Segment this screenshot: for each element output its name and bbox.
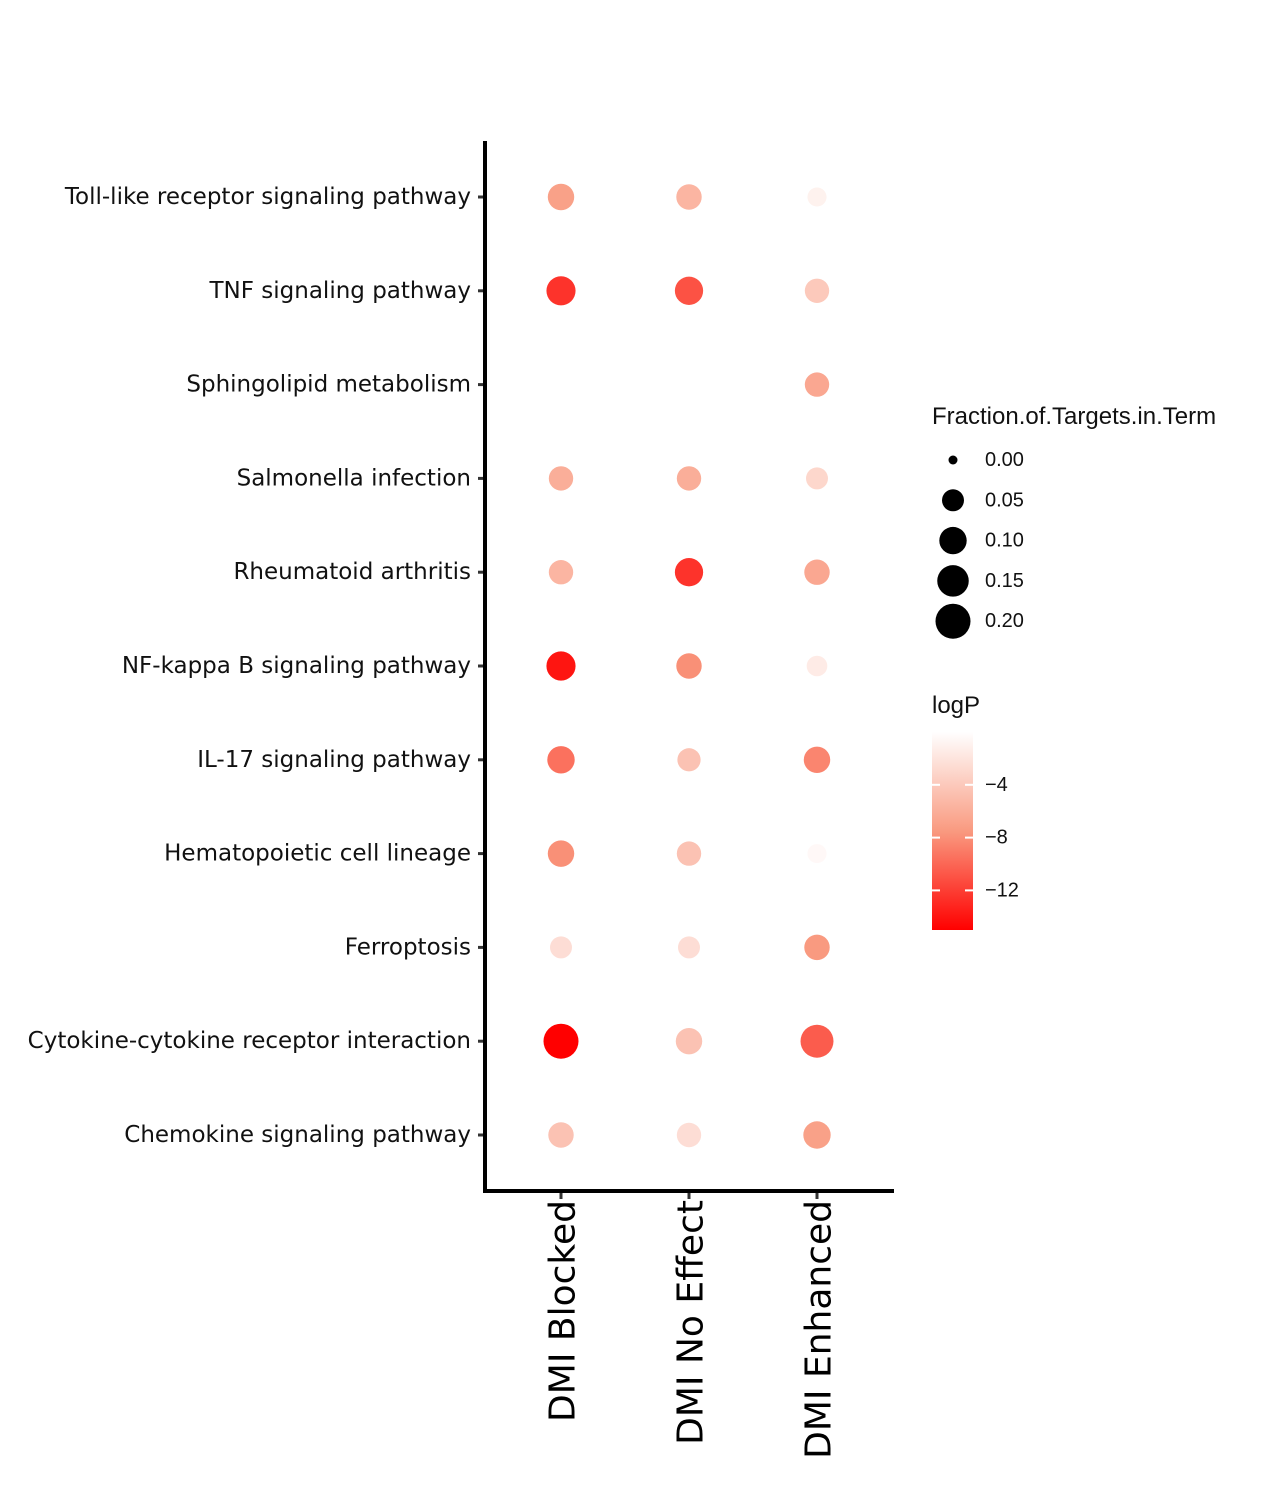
size-legend-label-2: 0.10 bbox=[985, 530, 1024, 552]
y-tick-label-salmonella-infection: Salmonella infection bbox=[237, 465, 471, 491]
point-hematopoietic-cell-lineage-dmi-blocked bbox=[547, 840, 575, 867]
x-axis-labels: DMI Blocked DMI No Effect DMI Enhanced bbox=[543, 1200, 840, 1459]
point-nf-kappa-b-signaling-pathway-dmi-blocked bbox=[546, 651, 576, 681]
point-cytokine-cytokine-receptor-interaction-dmi-no-effect bbox=[675, 1027, 703, 1055]
point-cytokine-cytokine-receptor-interaction-dmi-blocked bbox=[543, 1023, 579, 1059]
point-hematopoietic-cell-lineage-dmi-enhanced bbox=[807, 844, 827, 864]
size-legend-label-0: 0.00 bbox=[985, 449, 1024, 471]
color-legend-label-0: −4 bbox=[985, 774, 1008, 796]
size-legend-title: Fraction.of.Targets.in.Term bbox=[932, 403, 1216, 430]
y-tick-label-tnf-signaling-pathway: TNF signaling pathway bbox=[208, 278, 471, 304]
y-tick-label-hematopoietic-cell-lineage: Hematopoietic cell lineage bbox=[164, 841, 471, 867]
x-tick-label-dmi-no-effect: DMI No Effect bbox=[671, 1200, 712, 1445]
point-hematopoietic-cell-lineage-dmi-no-effect bbox=[676, 841, 702, 866]
point-ferroptosis-dmi-blocked bbox=[550, 936, 572, 959]
point-nf-kappa-b-signaling-pathway-dmi-enhanced bbox=[806, 655, 828, 677]
color-legend-bar bbox=[932, 732, 973, 930]
point-il-17-signaling-pathway-dmi-blocked bbox=[547, 746, 575, 774]
point-tnf-signaling-pathway-dmi-no-effect bbox=[674, 276, 704, 305]
point-salmonella-infection-dmi-enhanced bbox=[806, 467, 828, 490]
point-il-17-signaling-pathway-dmi-enhanced bbox=[803, 746, 831, 774]
point-ferroptosis-dmi-enhanced bbox=[804, 934, 830, 961]
color-legend: logP −4 −8 −12 bbox=[932, 692, 1019, 930]
color-legend-title: logP bbox=[932, 692, 980, 719]
point-rheumatoid-arthritis-dmi-enhanced bbox=[804, 559, 830, 585]
y-tick-label-toll-like-receptor-signaling-pathway: Toll-like receptor signaling pathway bbox=[64, 184, 471, 210]
point-nf-kappa-b-signaling-pathway-dmi-no-effect bbox=[676, 653, 702, 679]
point-tnf-signaling-pathway-dmi-blocked bbox=[546, 276, 576, 306]
point-chemokine-signaling-pathway-dmi-enhanced bbox=[803, 1121, 831, 1149]
point-ferroptosis-dmi-no-effect bbox=[678, 936, 700, 959]
x-tick-label-dmi-enhanced: DMI Enhanced bbox=[799, 1200, 840, 1459]
point-toll-like-receptor-signaling-pathway-dmi-enhanced bbox=[807, 187, 827, 207]
size-legend-label-3: 0.15 bbox=[985, 570, 1024, 592]
point-rheumatoid-arthritis-dmi-blocked bbox=[548, 560, 574, 585]
point-chemokine-signaling-pathway-dmi-blocked bbox=[548, 1122, 574, 1148]
y-tick-label-nf-kappa-b-signaling-pathway: NF-kappa B signaling pathway bbox=[122, 653, 471, 679]
color-legend-label-2: −12 bbox=[985, 879, 1019, 901]
y-tick-label-il-17-signaling-pathway: IL-17 signaling pathway bbox=[197, 747, 471, 773]
size-legend-key-2 bbox=[939, 526, 967, 555]
size-legend-key-4 bbox=[935, 603, 971, 639]
color-legend-label-1: −8 bbox=[985, 827, 1008, 849]
point-salmonella-infection-dmi-no-effect bbox=[676, 466, 702, 491]
point-il-17-signaling-pathway-dmi-no-effect bbox=[677, 748, 701, 772]
point-toll-like-receptor-signaling-pathway-dmi-blocked bbox=[547, 183, 575, 211]
size-legend-label-1: 0.05 bbox=[985, 489, 1024, 511]
point-sphingolipid-metabolism-dmi-enhanced bbox=[804, 372, 830, 397]
size-legend-key-0 bbox=[948, 455, 958, 465]
point-salmonella-infection-dmi-blocked bbox=[548, 466, 574, 491]
size-legend: Fraction.of.Targets.in.Term 0.00 0.05 0.10… bbox=[932, 403, 1216, 639]
size-legend-label-4: 0.20 bbox=[985, 610, 1024, 632]
y-tick-label-rheumatoid-arthritis: Rheumatoid arthritis bbox=[233, 559, 471, 585]
x-tick-label-dmi-blocked: DMI Blocked bbox=[543, 1200, 584, 1422]
point-cytokine-cytokine-receptor-interaction-dmi-enhanced bbox=[800, 1024, 834, 1058]
y-tick-label-sphingolipid-metabolism: Sphingolipid metabolism bbox=[186, 372, 471, 398]
size-legend-key-1 bbox=[942, 489, 964, 512]
point-toll-like-receptor-signaling-pathway-dmi-no-effect bbox=[676, 184, 702, 210]
point-tnf-signaling-pathway-dmi-enhanced bbox=[804, 278, 830, 303]
y-axis-labels: Toll-like receptor signaling pathway TNF … bbox=[28, 184, 471, 1148]
y-tick-label-cytokine-cytokine-receptor-interaction: Cytokine-cytokine receptor interaction bbox=[28, 1028, 471, 1054]
y-tick-label-ferroptosis: Ferroptosis bbox=[345, 934, 471, 960]
point-chemokine-signaling-pathway-dmi-no-effect bbox=[676, 1122, 702, 1148]
size-legend-key-3 bbox=[937, 565, 969, 597]
y-tick-label-chemokine-signaling-pathway: Chemokine signaling pathway bbox=[124, 1122, 471, 1148]
data-points bbox=[543, 183, 834, 1149]
point-rheumatoid-arthritis-dmi-no-effect bbox=[674, 558, 704, 587]
